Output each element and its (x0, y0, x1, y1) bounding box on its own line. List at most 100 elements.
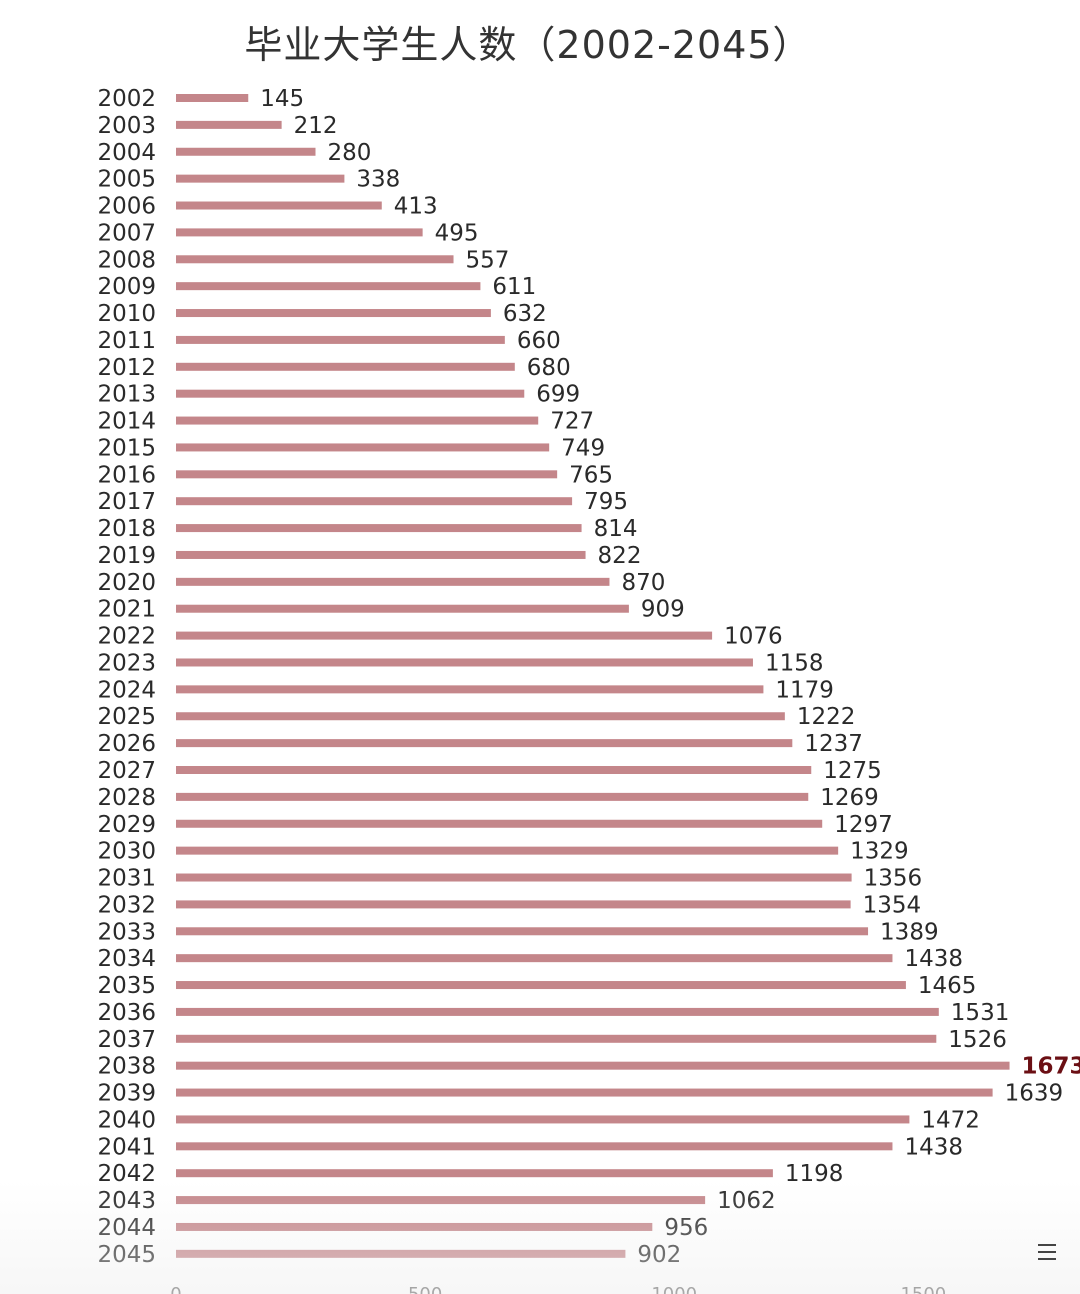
year-label-2041: 2041 (97, 1134, 156, 1160)
menu-lines-icon[interactable] (1038, 1244, 1056, 1262)
value-label-2005: 338 (356, 167, 400, 193)
year-label-2020: 2020 (97, 570, 156, 596)
year-label-2043: 2043 (97, 1188, 156, 1214)
bar-2006 (176, 201, 382, 210)
year-label-2014: 2014 (97, 409, 156, 435)
value-label-2023: 1158 (765, 650, 824, 676)
bar-2017 (176, 497, 573, 506)
value-labels-group: 1452122803384134955576116326606806997277… (260, 86, 1080, 1268)
bar-2034 (176, 954, 893, 963)
value-label-2035: 1465 (918, 973, 977, 999)
year-label-2028: 2028 (97, 785, 156, 811)
year-label-2045: 2045 (97, 1242, 156, 1268)
year-label-2027: 2027 (97, 758, 156, 784)
value-label-2034: 1438 (904, 946, 963, 972)
year-label-2018: 2018 (97, 516, 156, 542)
bar-2020 (176, 577, 610, 586)
year-label-2030: 2030 (97, 839, 156, 865)
year-label-2031: 2031 (97, 866, 156, 892)
bar-2043 (176, 1196, 706, 1205)
bar-2025 (176, 712, 785, 721)
x-tick-label-500: 500 (408, 1284, 442, 1294)
bar-2044 (176, 1222, 653, 1231)
value-label-2037: 1526 (948, 1027, 1007, 1053)
year-label-2005: 2005 (97, 167, 156, 193)
year-label-2019: 2019 (97, 543, 156, 569)
bar-2021 (176, 604, 629, 613)
value-label-2015: 749 (561, 435, 605, 461)
bar-2033 (176, 927, 869, 936)
value-label-2032: 1354 (863, 892, 922, 918)
bar-2030 (176, 846, 839, 855)
year-label-2008: 2008 (97, 247, 156, 273)
bar-2036 (176, 1007, 939, 1016)
year-label-2007: 2007 (97, 220, 156, 246)
value-label-2008: 557 (466, 247, 510, 273)
value-label-2040: 1472 (921, 1107, 980, 1133)
year-label-2023: 2023 (97, 650, 156, 676)
value-label-2003: 212 (294, 113, 338, 139)
year-label-2032: 2032 (97, 892, 156, 918)
bar-2032 (176, 900, 851, 909)
year-label-2036: 2036 (97, 1000, 156, 1026)
bar-2019 (176, 550, 586, 559)
year-label-2026: 2026 (97, 731, 156, 757)
year-label-2035: 2035 (97, 973, 156, 999)
value-label-2028: 1269 (820, 785, 879, 811)
bar-2004 (176, 147, 316, 156)
year-label-2010: 2010 (97, 301, 156, 327)
value-label-2002: 145 (260, 86, 304, 112)
bar-2035 (176, 981, 906, 990)
year-label-2011: 2011 (97, 328, 156, 354)
year-label-2006: 2006 (97, 194, 156, 220)
bar-2009 (176, 282, 481, 291)
x-tick-label-1500: 1500 (900, 1284, 946, 1294)
bar-2029 (176, 819, 823, 828)
year-label-2004: 2004 (97, 140, 156, 166)
bar-2013 (176, 389, 525, 398)
bar-2045 (176, 1249, 626, 1258)
value-label-2030: 1329 (850, 839, 909, 865)
bars-group (176, 94, 1010, 1258)
value-label-2027: 1275 (823, 758, 882, 784)
value-label-2031: 1356 (864, 866, 923, 892)
value-label-2024: 1179 (775, 677, 834, 703)
year-label-2039: 2039 (97, 1081, 156, 1107)
bar-2023 (176, 658, 753, 667)
bar-2026 (176, 739, 793, 748)
value-label-2013: 699 (536, 382, 580, 408)
value-label-2019: 822 (598, 543, 642, 569)
bar-2003 (176, 120, 282, 129)
year-label-2040: 2040 (97, 1107, 156, 1133)
value-label-2033: 1389 (880, 919, 939, 945)
year-label-2017: 2017 (97, 489, 156, 515)
bar-2022 (176, 631, 713, 640)
value-label-2011: 660 (517, 328, 561, 354)
year-label-2042: 2042 (97, 1161, 156, 1187)
bar-2027 (176, 766, 812, 774)
bar-2002 (176, 94, 249, 102)
year-label-2022: 2022 (97, 624, 156, 650)
bar-2007 (176, 228, 423, 237)
x-tick-label-0: 0 (170, 1284, 181, 1294)
bar-2041 (176, 1142, 893, 1151)
bar-2038 (176, 1061, 1010, 1070)
value-label-2045: 902 (637, 1242, 681, 1268)
bar-2040 (176, 1115, 910, 1124)
value-label-2012: 680 (527, 355, 571, 381)
value-label-2042: 1198 (785, 1161, 844, 1187)
year-label-2034: 2034 (97, 946, 156, 972)
value-label-2025: 1222 (797, 704, 856, 730)
year-label-2013: 2013 (97, 382, 156, 408)
value-label-2020: 870 (621, 570, 665, 596)
value-label-2043: 1062 (717, 1188, 776, 1214)
value-label-2014: 727 (550, 409, 594, 435)
year-label-2016: 2016 (97, 462, 156, 488)
bar-2031 (176, 873, 852, 882)
year-label-2003: 2003 (97, 113, 156, 139)
bar-2010 (176, 309, 491, 318)
value-label-2038: 1673 (1022, 1054, 1080, 1080)
bar-2015 (176, 443, 550, 452)
value-label-2044: 956 (664, 1215, 708, 1241)
value-label-2026: 1237 (804, 731, 863, 757)
